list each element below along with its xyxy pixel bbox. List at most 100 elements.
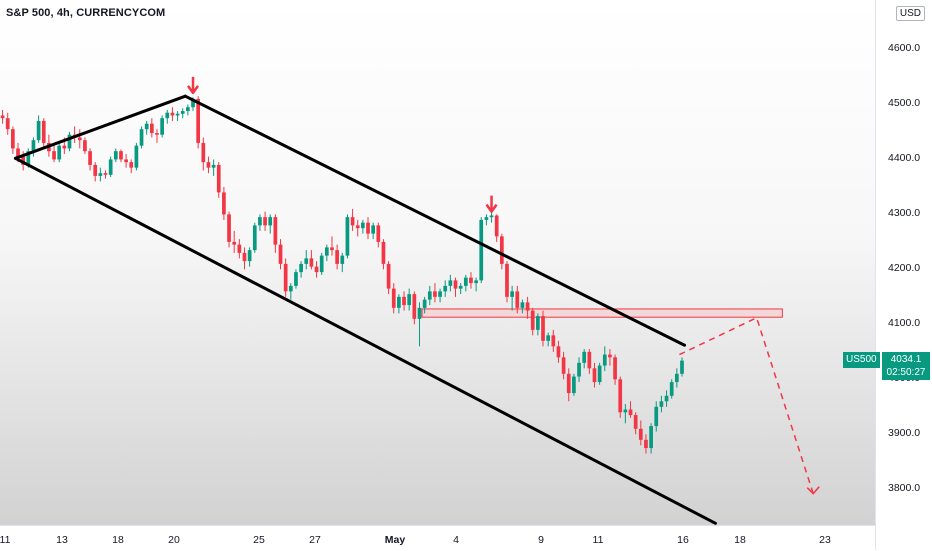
- candle-body: [113, 151, 118, 160]
- candle-body: [623, 409, 628, 413]
- candle-body: [314, 266, 319, 273]
- projection-path: [679, 316, 814, 494]
- time-axis[interactable]: 11 13 18 20 25 27 May 4 9 11 16 18 23: [0, 525, 875, 551]
- candle-body: [98, 173, 103, 176]
- candle-body: [402, 296, 406, 306]
- candle-body: [31, 140, 36, 152]
- resistance-zone: [421, 308, 783, 318]
- candle-body: [170, 112, 175, 116]
- candle-body: [530, 310, 535, 330]
- symbol-title[interactable]: S&P 500, 4h, CURRENCYCOM: [6, 7, 166, 19]
- candle-body: [180, 111, 185, 114]
- candle-body: [613, 357, 617, 380]
- candle-body: [448, 280, 453, 286]
- candle-body: [268, 217, 273, 226]
- price-tick: 4100.0: [888, 317, 921, 330]
- candle-body: [391, 288, 396, 308]
- candle-body: [525, 302, 530, 311]
- candle-body: [278, 244, 283, 264]
- candle-body: [556, 346, 561, 358]
- candle-body: [680, 360, 684, 374]
- candle-body: [129, 162, 134, 168]
- candle-body: [422, 299, 427, 308]
- candle-body: [144, 123, 149, 130]
- candle-body: [88, 151, 92, 165]
- candle-body: [62, 145, 67, 149]
- candle-body: [659, 401, 664, 407]
- candle-body: [288, 285, 293, 292]
- candle-body: [149, 123, 154, 134]
- candle-body: [227, 214, 231, 242]
- time-tick: 25: [253, 534, 265, 546]
- candle-body: [551, 335, 556, 347]
- channel-line: [183, 94, 687, 347]
- channel-line: [13, 94, 187, 160]
- candle-body: [283, 263, 288, 292]
- candle-body: [5, 118, 10, 130]
- candle-body: [319, 255, 324, 273]
- candle-body: [263, 217, 267, 226]
- candle-body: [186, 107, 190, 112]
- candle-body: [474, 280, 478, 284]
- candle-body: [299, 263, 303, 273]
- time-tick: 18: [734, 534, 746, 546]
- candle-body: [165, 112, 170, 119]
- candle-body: [438, 291, 442, 297]
- time-tick: 16: [677, 534, 689, 546]
- candle-body: [582, 351, 587, 363]
- time-tick: 18: [112, 534, 124, 546]
- time-tick: 9: [538, 534, 544, 546]
- candle-body: [587, 351, 592, 369]
- candle-body: [273, 217, 278, 245]
- candle-body: [674, 373, 679, 383]
- price-axis[interactable]: USD 4600.0 4500.0 4400.0 4300.0 4200.0 4100.0…: [875, 0, 932, 550]
- candle-body: [242, 252, 247, 262]
- candle-body: [206, 162, 211, 168]
- candle-body: [669, 382, 674, 396]
- chart-canvas[interactable]: [0, 0, 875, 525]
- time-tick: 27: [309, 534, 321, 546]
- candle-body: [541, 316, 545, 341]
- candle-body: [520, 302, 525, 308]
- candle-body: [330, 247, 334, 251]
- time-tick: 4: [453, 534, 459, 546]
- candle-body: [453, 280, 458, 289]
- candle-body: [232, 241, 237, 245]
- candle-body: [222, 192, 226, 215]
- chart-area[interactable]: S&P 500, 4h, CURRENCYCOM: [0, 0, 875, 525]
- down-arrow-icon: [485, 203, 498, 213]
- price-tick: 3800.0: [888, 482, 921, 495]
- candle-body: [83, 140, 87, 152]
- candle-body: [139, 129, 144, 146]
- candle-body: [201, 142, 206, 163]
- time-tick: 23: [819, 534, 831, 546]
- time-tick: 11: [0, 534, 11, 546]
- candle-body: [515, 291, 520, 308]
- candle-body: [407, 294, 412, 306]
- candle-body: [108, 159, 113, 175]
- price-tick: 4400.0: [888, 152, 921, 165]
- candle-body: [26, 151, 31, 165]
- channel-line: [13, 156, 717, 525]
- candle-body: [155, 133, 159, 135]
- candle-body: [536, 316, 540, 330]
- candle-body: [608, 354, 612, 358]
- candle-body: [469, 277, 473, 284]
- candle-body: [664, 395, 669, 402]
- candle-body: [592, 368, 597, 383]
- candle-body: [361, 222, 365, 229]
- candle-body: [191, 98, 195, 108]
- candle-body: [546, 335, 551, 341]
- last-price-value: 4034.1: [890, 354, 922, 365]
- time-tick: May: [384, 534, 406, 546]
- candle-body: [597, 365, 602, 383]
- candle-body: [417, 307, 422, 319]
- candle-body: [134, 145, 139, 168]
- candle-body: [376, 225, 381, 242]
- bar-countdown: 02:50:27: [886, 367, 926, 378]
- candle-body: [505, 263, 509, 297]
- candle-body: [381, 241, 386, 264]
- currency-badge[interactable]: USD: [895, 6, 925, 21]
- candle-body: [397, 296, 401, 308]
- candle-body: [463, 277, 468, 286]
